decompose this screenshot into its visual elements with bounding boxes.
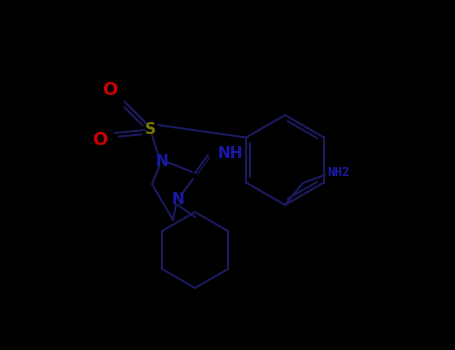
Text: N: N <box>172 193 184 208</box>
Text: O: O <box>92 131 108 149</box>
Text: S: S <box>145 122 156 138</box>
Text: NH2: NH2 <box>327 167 349 180</box>
Text: O: O <box>102 81 118 99</box>
Text: N: N <box>156 154 168 169</box>
Text: NH: NH <box>218 146 243 161</box>
